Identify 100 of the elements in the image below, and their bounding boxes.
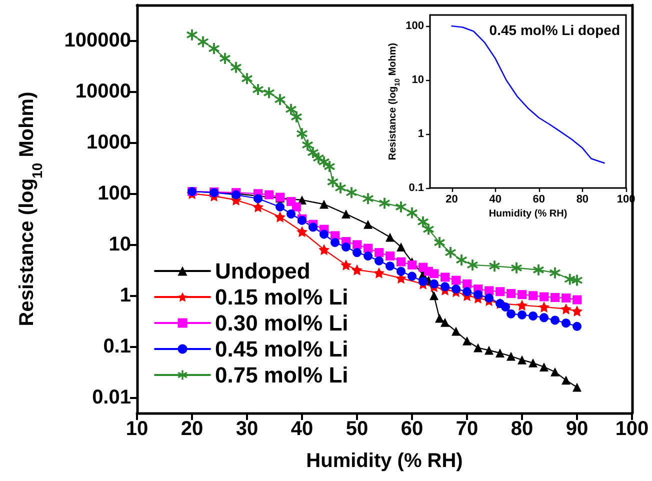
legend-label: 0.45 mol% Li [215,336,348,362]
x-tick-label: 80 [510,418,534,440]
point [445,247,456,258]
point [320,200,328,209]
point [352,248,362,258]
point [518,310,526,320]
x-axis-title: Humidity (% RH) [306,450,463,472]
point [533,264,544,276]
point [562,293,570,302]
point [254,194,262,204]
legend-label: 0.15 mol% Li [215,284,348,310]
y-tick-label: 100 [406,20,424,32]
point [291,111,302,122]
point [572,295,582,304]
point [496,348,504,358]
point [408,272,416,281]
point [242,73,252,84]
point [408,260,416,270]
point [456,254,467,266]
point [562,376,570,385]
point [550,316,560,325]
point [274,211,286,222]
point [274,94,286,106]
point [538,301,550,312]
point [264,87,274,98]
point [501,302,510,312]
point [296,128,308,140]
point [386,232,394,242]
point [423,224,434,235]
x-tick-label: 60 [400,418,424,440]
point [406,207,418,218]
point [550,367,560,376]
point [484,293,494,302]
point [302,139,313,150]
point [396,201,406,212]
point [374,267,384,278]
point [418,276,428,286]
point [572,274,582,286]
point [467,259,478,270]
point [462,279,472,288]
point [452,284,460,294]
point [506,309,516,318]
point [335,182,346,194]
point [362,193,374,204]
point [352,240,362,250]
point [518,290,526,300]
point [208,43,220,54]
point [430,279,438,288]
point [560,303,572,314]
point [452,326,460,336]
point [342,209,350,218]
x-tick-label: 40 [489,194,502,206]
y-tick-label: 100000 [64,30,131,52]
point [540,292,548,302]
x-tick-label: 10 [126,418,148,440]
point [198,36,208,48]
point [462,336,472,346]
x-tick-label: 100 [615,418,649,440]
point [440,272,450,282]
point [496,287,504,296]
x-tick-label: 20 [180,418,204,440]
point [564,274,576,285]
point [186,29,198,40]
point [296,226,308,238]
point [386,262,394,271]
point [276,202,284,212]
y-tick-label: 10 [108,234,131,256]
x-tick-label: 30 [236,418,258,440]
point [452,276,460,285]
point [292,202,301,212]
point [396,257,406,266]
point [489,260,500,272]
x-axis-title: Humidity (% RH) [488,208,568,220]
legend-label: Undoped [215,258,310,284]
point [318,244,330,256]
x-tick-label: 90 [566,418,588,440]
point [440,282,450,292]
point [220,52,230,64]
point [340,259,352,270]
y-tick-label: 1 [418,128,424,140]
y-tick-label: 1000 [86,132,131,154]
point [528,291,538,300]
point [418,216,428,228]
point [252,84,264,96]
y-tick-label: 10 [412,74,424,86]
point [484,346,494,355]
point [396,242,406,252]
point [540,313,548,322]
x-tick-label: 60 [532,194,546,206]
point [516,300,528,311]
point [572,382,582,392]
point [518,355,526,364]
point [342,242,350,252]
point [430,291,438,300]
point [430,269,438,278]
point [474,290,482,300]
point [386,251,394,260]
point [374,256,384,266]
y-tick-label: 0.1 [408,182,424,194]
point [550,292,560,302]
